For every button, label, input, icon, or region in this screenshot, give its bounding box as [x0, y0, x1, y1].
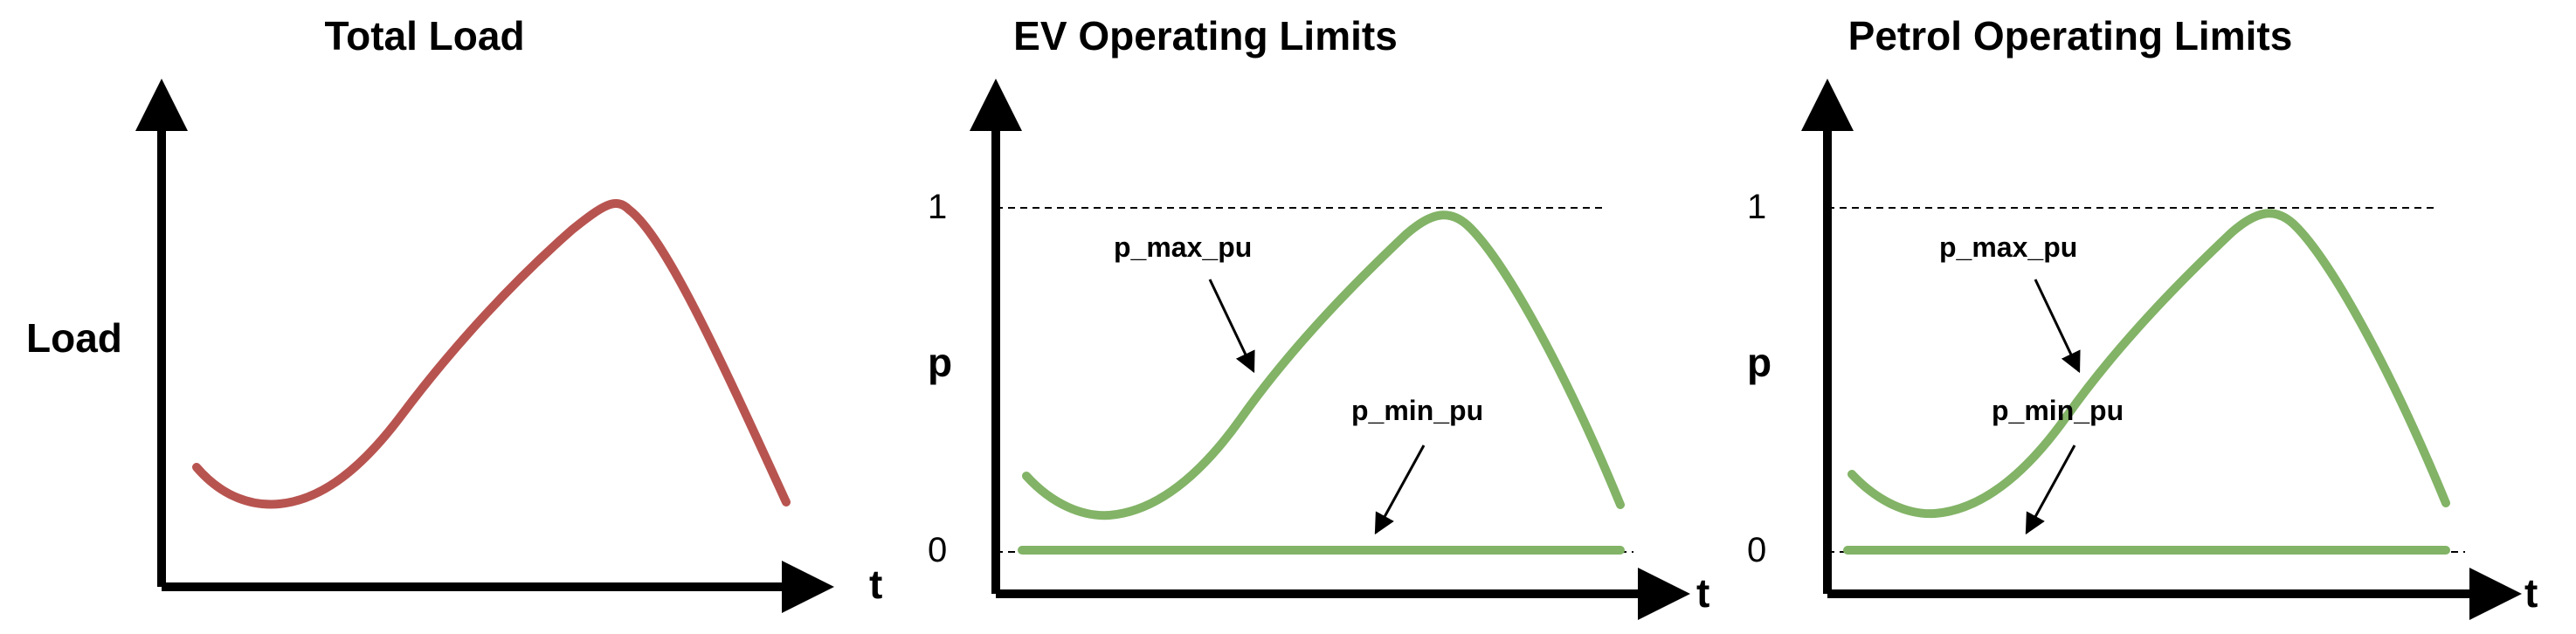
y-tick-0: 0: [1747, 531, 1767, 569]
panel-ev-limits: EV Operating Limits 1 0 p t p_max_pu p_m…: [874, 0, 1730, 634]
y-tick-0: 0: [928, 531, 948, 569]
panel-title: EV Operating Limits: [1013, 13, 1398, 59]
panel-total-load: Total Load Load t: [0, 0, 882, 634]
p-max-label: p_max_pu: [1114, 231, 1253, 263]
p-max-label: p_max_pu: [1939, 231, 2078, 263]
p-max-curve: [1847, 209, 2450, 519]
panel-title: Total Load: [324, 13, 525, 59]
panel-petrol-limits: Petrol Operating Limits 1 0 p t p_max_pu…: [1730, 0, 2576, 634]
y-tick-1: 1: [1747, 188, 1767, 226]
p-max-pointer-arrow: [1208, 279, 1255, 374]
p-max-pointer-arrow: [2034, 279, 2081, 374]
x-axis-label: t: [2524, 570, 2538, 616]
x-axis-label: t: [869, 562, 883, 607]
y-tick-1: 1: [928, 188, 948, 226]
p-min-pointer-arrow: [1374, 444, 1426, 535]
total-load-plot: [135, 79, 834, 613]
x-axis-label: t: [1696, 570, 1710, 616]
panel-title: Petrol Operating Limits: [1847, 13, 2293, 59]
p-min-label: p_min_pu: [1992, 395, 2124, 426]
load-curve: [192, 199, 791, 509]
y-axis-label: Load: [26, 315, 122, 361]
p-max-curve: [1022, 210, 1625, 520]
ev-limits-plot: [970, 79, 1690, 620]
p-min-pointer-arrow: [2025, 444, 2076, 535]
petrol-limits-plot: [1801, 79, 2522, 620]
p-min-label: p_min_pu: [1351, 395, 1484, 426]
y-axis-label: p: [1747, 340, 1772, 385]
y-axis-label: p: [928, 340, 953, 385]
